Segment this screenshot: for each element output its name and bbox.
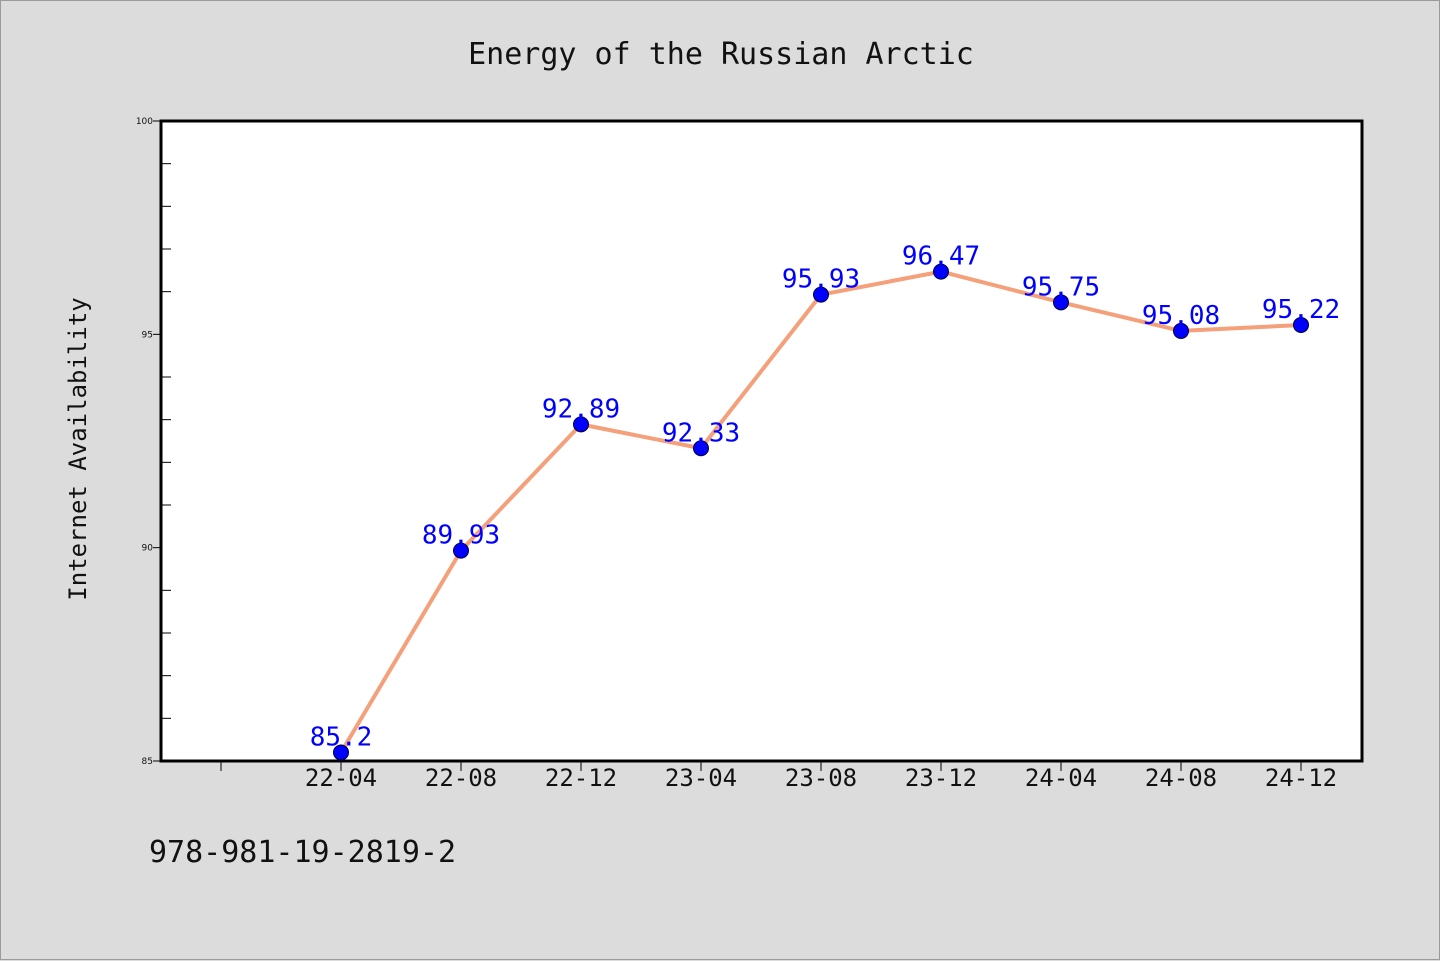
data-point-marker [333, 744, 349, 761]
x-tick-label: 23-12 [905, 764, 977, 792]
data-label: 95.08 [1142, 301, 1220, 331]
x-axis: 22-04 22-08 22-12 23-04 23-08 23-12 24-04 24-08… [220, 761, 1337, 792]
data-point-marker [1173, 322, 1189, 339]
y-axis-label: Internet Availability [64, 297, 92, 600]
data-point-marker [573, 416, 589, 433]
data-markers [333, 263, 1309, 761]
data-label: 89.93 [422, 521, 500, 551]
x-tick-label: 22-12 [545, 764, 617, 792]
x-tick-label: 23-08 [785, 764, 857, 792]
isbn-note: 978-981-19-2819-2 [149, 835, 457, 870]
data-label: 85.2 [310, 722, 373, 752]
x-tick-label: 24-04 [1025, 764, 1097, 792]
plot-area [159, 119, 1364, 763]
data-label: 92.89 [542, 394, 620, 424]
data-point-marker [693, 440, 709, 457]
chart-title: Energy of the Russian Arctic [468, 37, 974, 72]
data-label: 92.33 [662, 418, 740, 448]
x-tick-label: 24-12 [1265, 764, 1337, 792]
data-point-marker [1293, 316, 1309, 333]
x-tick-label: 24-08 [1145, 764, 1217, 792]
y-tick-label: 95 [142, 330, 153, 340]
data-point-marker [813, 286, 829, 303]
data-point-marker [1053, 294, 1069, 311]
y-axis: 85 90 95 100 [136, 117, 171, 767]
data-label: 95.93 [782, 265, 860, 295]
data-labels: 85.2 89.93 92.89 92.33 95.93 96.47 95.75 95.08 9… [310, 242, 1340, 753]
data-label: 95.22 [1262, 295, 1340, 325]
x-tick-label: 22-08 [425, 764, 497, 792]
data-label: 96.47 [902, 242, 980, 272]
x-tick-label: 23-04 [665, 764, 737, 792]
y-tick-label: 100 [136, 117, 153, 127]
data-point-marker [933, 263, 949, 280]
x-tick-label: 22-04 [305, 764, 377, 792]
data-point-marker [453, 542, 469, 559]
y-tick-label: 90 [142, 544, 154, 554]
data-label: 95.75 [1022, 272, 1100, 302]
y-tick-label: 85 [142, 757, 153, 767]
